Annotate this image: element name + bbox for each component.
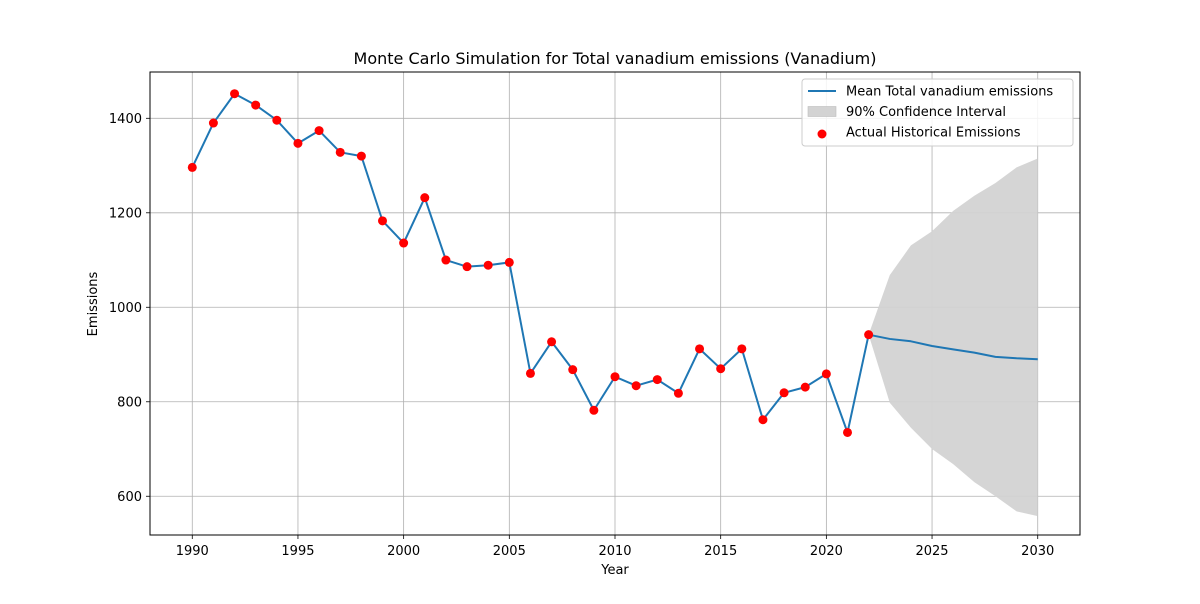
y-axis: 600 800 1000 1200 1400 [109, 112, 150, 505]
x-tick-label: 1990 [176, 544, 209, 559]
historical-emission-point [673, 388, 683, 398]
historical-emission-point [462, 262, 472, 272]
x-tick-label: 2010 [598, 544, 631, 559]
x-tick-label: 2005 [493, 544, 526, 559]
historical-emission-point [251, 100, 261, 110]
legend-marker-swatch [817, 129, 827, 139]
historical-emission-point [821, 369, 831, 379]
historical-emission-point [272, 115, 282, 125]
legend-label: Mean Total vanadium emissions [846, 85, 1053, 100]
legend-label: Actual Historical Emissions [846, 126, 1021, 141]
confidence-interval-band [868, 158, 1038, 517]
legend-label: 90% Confidence Interval [846, 105, 1006, 120]
historical-emission-point [864, 330, 874, 340]
historical-emission-point [378, 216, 387, 226]
x-tick-label: 2015 [704, 544, 737, 559]
historical-emission-point [230, 89, 240, 99]
legend: Mean Total vanadium emissions 90% Confide… [801, 78, 1074, 147]
historical-emission-point [525, 368, 535, 378]
historical-emission-point [568, 365, 578, 375]
historical-emission-point [843, 427, 852, 437]
historical-emission-point [695, 344, 705, 354]
confidence-band-layer [868, 158, 1038, 517]
legend-box [801, 78, 1074, 147]
historical-emission-point [483, 260, 493, 270]
x-tick-label: 1995 [281, 544, 314, 559]
historical-emission-point [335, 147, 345, 157]
historical-emission-point [441, 255, 451, 265]
historical-emission-point [208, 118, 218, 128]
historical-emission-point [610, 372, 620, 382]
historical-emission-point [293, 138, 303, 148]
x-axis-label: Year [600, 563, 629, 578]
historical-emission-point [187, 162, 197, 172]
x-tick-label: 2025 [915, 544, 948, 559]
y-tick-label: 1200 [109, 206, 142, 221]
historical-emission-point [800, 382, 810, 392]
x-axis: 1990 1995 2000 2005 2010 2015 2020 2025 2030 [176, 535, 1054, 559]
x-tick-label: 2030 [1021, 544, 1054, 559]
historical-marker-layer [187, 89, 874, 437]
historical-emission-point [737, 344, 747, 354]
y-tick-label: 800 [117, 395, 142, 410]
historical-emission-point [652, 375, 662, 385]
historical-emission-point [547, 337, 557, 347]
historical-emission-point [589, 405, 599, 415]
legend-band-swatch [807, 106, 837, 117]
historical-emission-point [631, 381, 641, 391]
historical-emission-point [356, 151, 366, 161]
x-tick-label: 2000 [387, 544, 420, 559]
historical-emission-point [716, 364, 726, 374]
x-tick-label: 2020 [810, 544, 843, 559]
historical-emission-point [504, 257, 514, 267]
historical-emission-point [779, 388, 789, 398]
y-tick-label: 1400 [109, 112, 142, 127]
historical-emission-point [314, 126, 324, 136]
y-tick-label: 1000 [109, 301, 142, 316]
chart-title: Monte Carlo Simulation for Total vanadiu… [354, 49, 877, 68]
y-axis-label: Emissions [86, 271, 101, 336]
historical-emission-point [399, 238, 409, 248]
historical-emission-point [420, 193, 430, 203]
y-tick-label: 600 [117, 490, 142, 505]
historical-emission-point [758, 415, 768, 425]
